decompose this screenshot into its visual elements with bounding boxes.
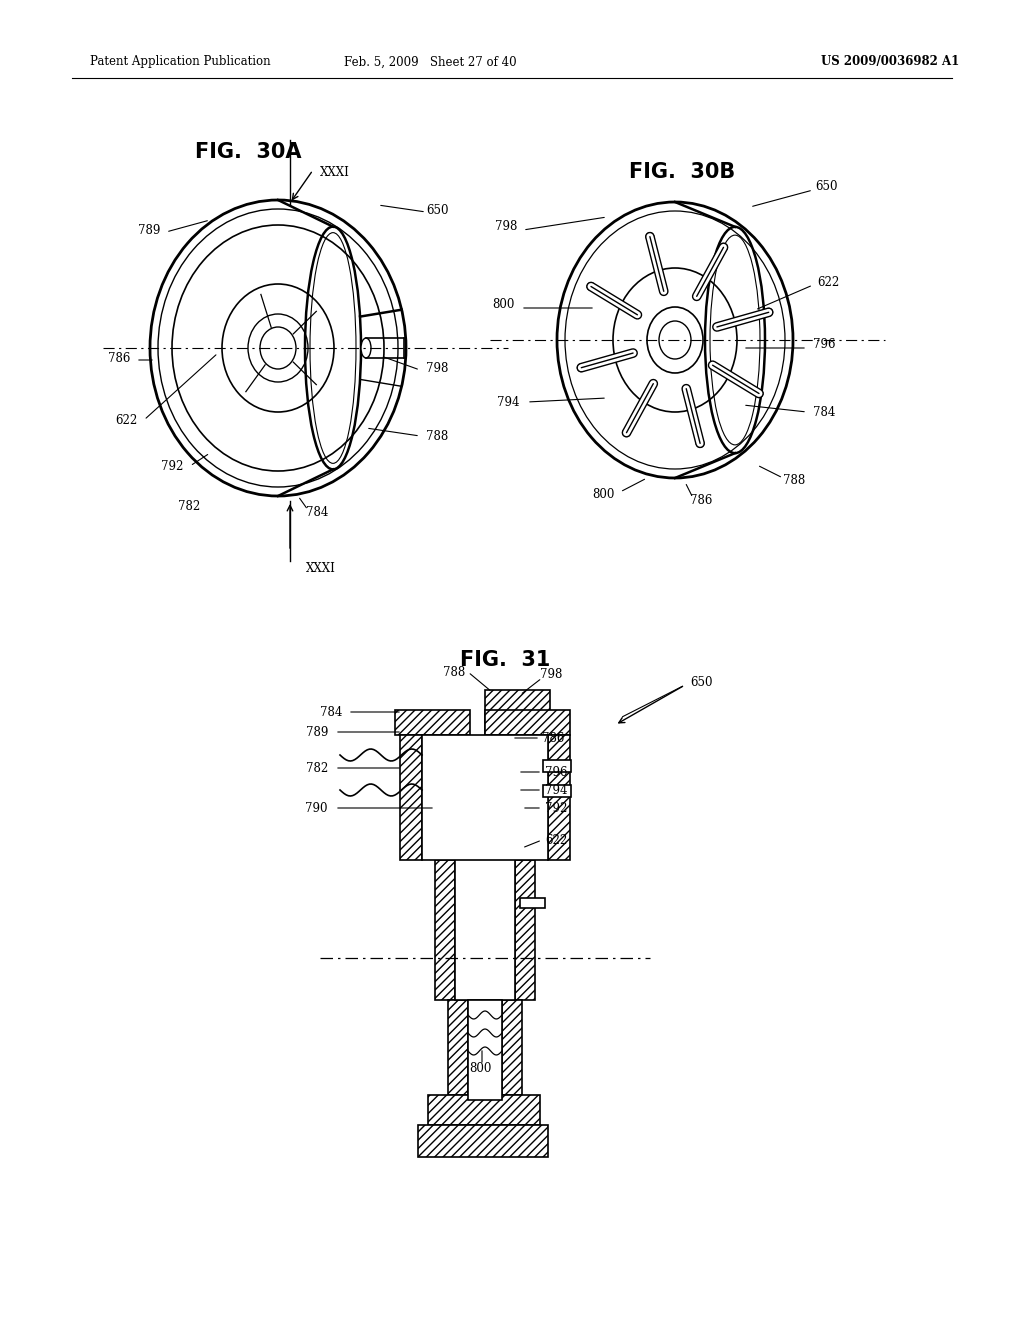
Bar <box>468 1001 502 1100</box>
Text: 794: 794 <box>498 396 520 408</box>
Ellipse shape <box>696 440 705 447</box>
Text: 786: 786 <box>690 494 713 507</box>
Text: 650: 650 <box>815 181 838 194</box>
Text: FIG.  31: FIG. 31 <box>460 649 550 671</box>
Text: 784: 784 <box>813 405 836 418</box>
Bar <box>485 710 570 735</box>
Bar <box>515 861 535 1001</box>
Text: 788: 788 <box>442 665 465 678</box>
Ellipse shape <box>578 364 586 372</box>
Text: Feb. 5, 2009   Sheet 27 of 40: Feb. 5, 2009 Sheet 27 of 40 <box>344 55 516 69</box>
Ellipse shape <box>755 389 763 397</box>
Text: 782: 782 <box>178 499 200 512</box>
Text: 788: 788 <box>783 474 805 487</box>
Text: 792: 792 <box>545 801 567 814</box>
Bar <box>400 735 422 861</box>
Bar <box>543 760 571 772</box>
Text: 794: 794 <box>545 784 567 796</box>
Text: 786: 786 <box>542 731 564 744</box>
Bar <box>428 1096 540 1125</box>
Text: 798: 798 <box>540 668 562 681</box>
Text: 786: 786 <box>108 351 130 364</box>
Text: 796: 796 <box>545 766 567 779</box>
Bar <box>485 690 550 735</box>
Text: 650: 650 <box>426 203 449 216</box>
Bar <box>418 1125 548 1158</box>
Text: 796: 796 <box>813 338 836 351</box>
Text: 788: 788 <box>426 429 449 442</box>
Text: 622: 622 <box>545 833 567 846</box>
Text: 790: 790 <box>305 801 328 814</box>
Text: XXXI: XXXI <box>306 561 336 574</box>
Bar <box>543 785 571 797</box>
Text: 792: 792 <box>161 459 183 473</box>
Text: 800: 800 <box>593 488 615 502</box>
Text: FIG.  30B: FIG. 30B <box>629 162 735 182</box>
Ellipse shape <box>646 232 654 240</box>
Text: FIG.  30A: FIG. 30A <box>195 143 301 162</box>
Bar <box>422 735 548 861</box>
Ellipse shape <box>587 282 595 290</box>
Text: 800: 800 <box>493 298 515 312</box>
Text: XXXI: XXXI <box>319 165 350 178</box>
Text: 789: 789 <box>305 726 328 738</box>
Text: 798: 798 <box>426 362 449 375</box>
Bar <box>455 855 515 1001</box>
Text: US 2009/0036982 A1: US 2009/0036982 A1 <box>821 55 959 69</box>
Ellipse shape <box>361 338 371 358</box>
Bar <box>548 735 570 861</box>
Bar <box>520 898 545 908</box>
Text: 798: 798 <box>495 220 517 234</box>
Text: 650: 650 <box>690 676 713 689</box>
Text: Patent Application Publication: Patent Application Publication <box>90 55 270 69</box>
Text: 782: 782 <box>306 762 328 775</box>
Text: 789: 789 <box>137 223 160 236</box>
Ellipse shape <box>720 243 727 251</box>
Ellipse shape <box>623 429 631 437</box>
Text: 800: 800 <box>469 1061 492 1074</box>
Text: 622: 622 <box>116 413 138 426</box>
Text: 622: 622 <box>817 276 840 289</box>
Ellipse shape <box>765 309 773 317</box>
Bar <box>449 1001 468 1096</box>
Text: 784: 784 <box>319 705 342 718</box>
Bar <box>502 1001 522 1096</box>
Bar <box>395 710 470 735</box>
Bar <box>435 861 455 1001</box>
Text: 784: 784 <box>306 507 329 520</box>
